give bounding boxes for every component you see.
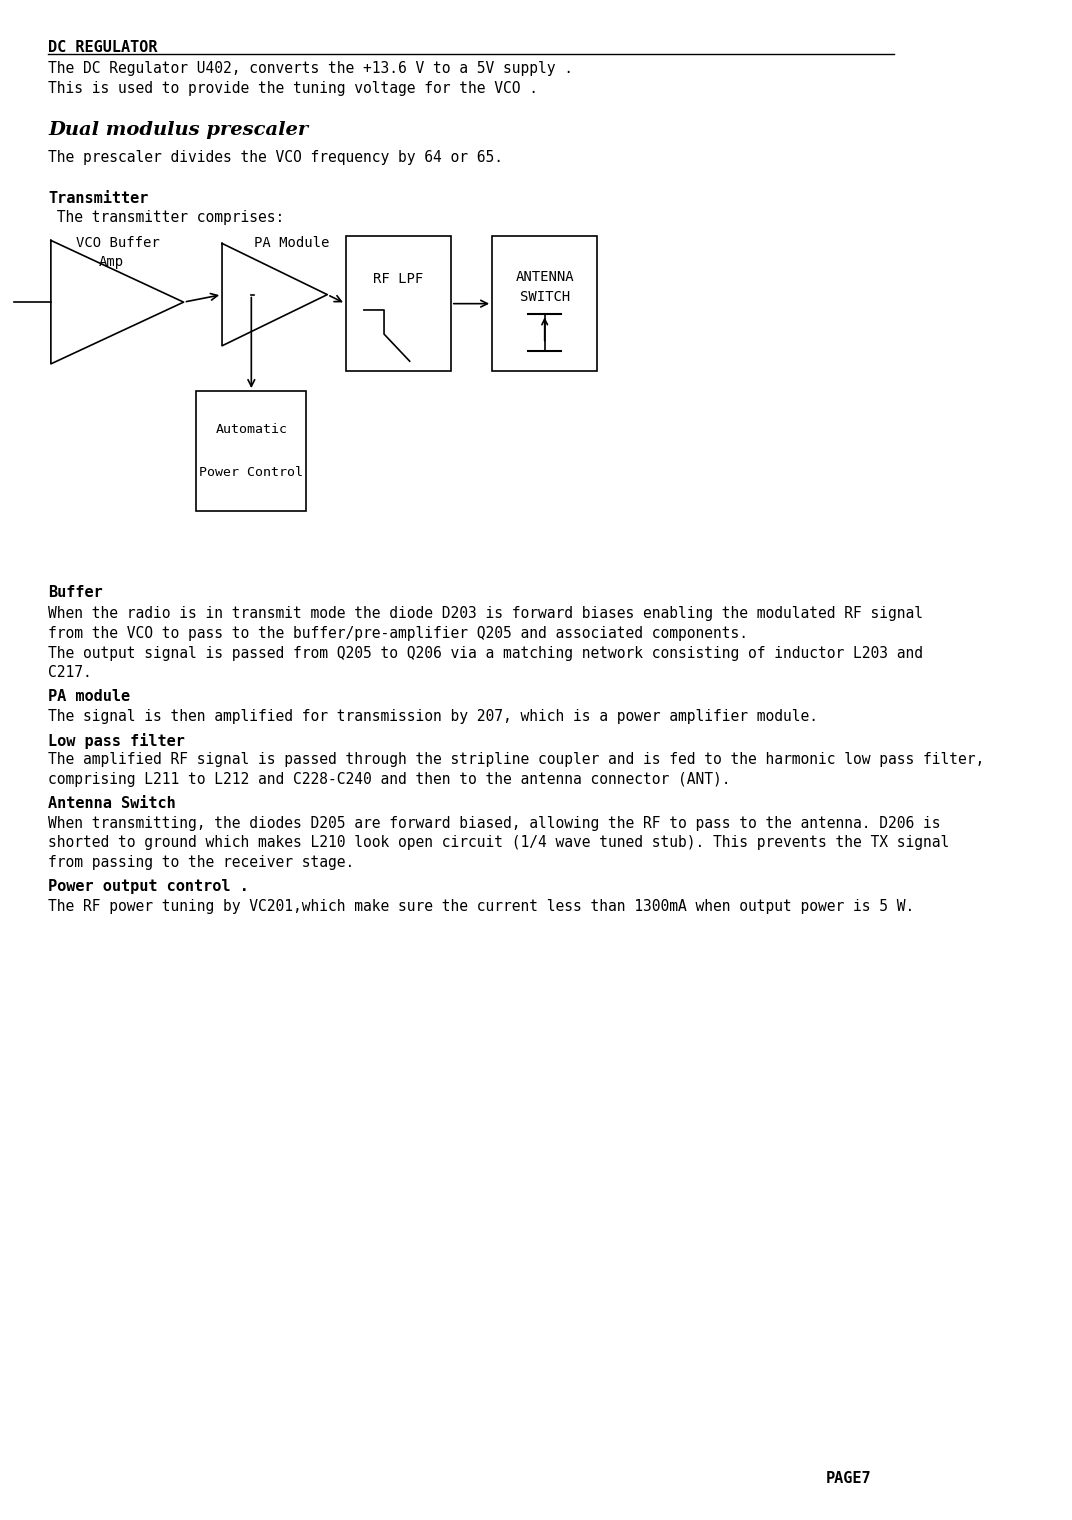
Text: This is used to provide the tuning voltage for the VCO .: This is used to provide the tuning volta…	[48, 81, 538, 96]
Text: VCO Buffer: VCO Buffer	[76, 236, 160, 249]
Text: PA Module: PA Module	[254, 236, 329, 249]
Text: When the radio is in transmit mode the diode D203 is forward biases enabling the: When the radio is in transmit mode the d…	[48, 606, 923, 622]
Text: comprising L211 to L212 and C228-C240 and then to the antenna connector (ANT).: comprising L211 to L212 and C228-C240 an…	[48, 772, 731, 787]
Text: Transmitter: Transmitter	[48, 190, 149, 205]
Text: The prescaler divides the VCO frequency by 64 or 65.: The prescaler divides the VCO frequency …	[48, 150, 503, 166]
Text: The RF power tuning by VC201,which make sure the current less than 1300mA when o: The RF power tuning by VC201,which make …	[48, 898, 914, 914]
Text: C217.: C217.	[48, 666, 92, 679]
Text: shorted to ground which makes L210 look open circuit (1/4 wave tuned stub). This: shorted to ground which makes L210 look …	[48, 836, 950, 850]
Text: from the VCO to pass to the buffer/pre-amplifier Q205 and associated components.: from the VCO to pass to the buffer/pre-a…	[48, 626, 748, 641]
Text: PA module: PA module	[48, 689, 131, 704]
Text: The amplified RF signal is passed through the stripline coupler and is fed to th: The amplified RF signal is passed throug…	[48, 752, 984, 768]
Text: Power Control: Power Control	[199, 467, 303, 479]
Text: Automatic: Automatic	[215, 423, 287, 436]
Text: The signal is then amplified for transmission by 207, which is a power amplifier: The signal is then amplified for transmi…	[48, 708, 818, 724]
Bar	[492, 236, 597, 371]
Text: Dual modulus prescaler: Dual modulus prescaler	[48, 122, 309, 140]
Text: from passing to the receiver stage.: from passing to the receiver stage.	[48, 854, 355, 869]
Text: SWITCH: SWITCH	[520, 290, 570, 304]
Text: Antenna Switch: Antenna Switch	[48, 796, 176, 812]
Bar	[196, 391, 307, 512]
Text: DC REGULATOR: DC REGULATOR	[48, 40, 158, 55]
Text: The transmitter comprises:: The transmitter comprises:	[48, 210, 284, 225]
Text: ANTENNA: ANTENNA	[516, 269, 574, 284]
Text: RF LPF: RF LPF	[373, 272, 423, 286]
Bar	[345, 236, 451, 371]
Text: Buffer: Buffer	[48, 585, 103, 600]
Text: PAGE7: PAGE7	[827, 1471, 872, 1487]
Text: The DC Regulator U402, converts the +13.6 V to a 5V supply .: The DC Regulator U402, converts the +13.…	[48, 61, 574, 76]
Text: Amp: Amp	[99, 255, 123, 269]
Text: Power output control .: Power output control .	[48, 879, 249, 894]
Text: The output signal is passed from Q205 to Q206 via a matching network consisting : The output signal is passed from Q205 to…	[48, 646, 923, 661]
Text: When transmitting, the diodes D205 are forward biased, allowing the RF to pass t: When transmitting, the diodes D205 are f…	[48, 816, 940, 831]
Text: Low pass filter: Low pass filter	[48, 733, 185, 749]
